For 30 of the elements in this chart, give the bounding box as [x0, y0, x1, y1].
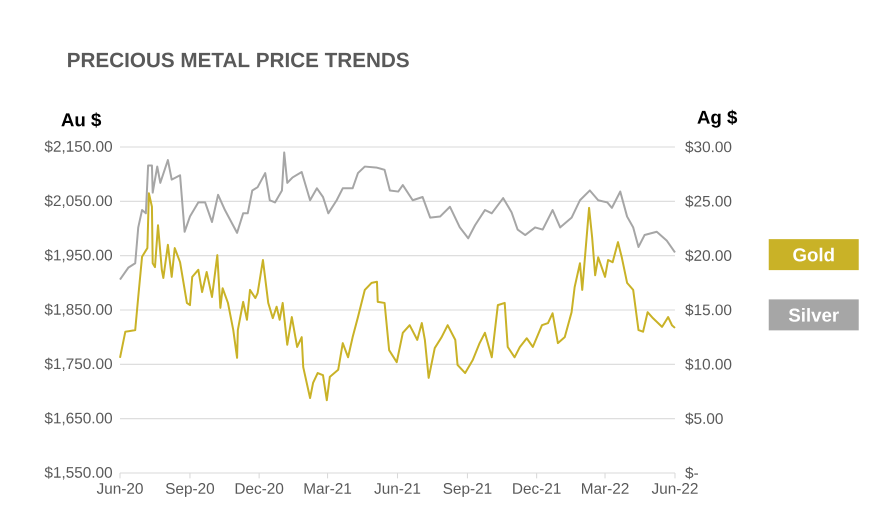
y2-tick-label: $30.00: [685, 140, 732, 154]
y-tick-label: $1,550.00: [44, 466, 112, 480]
chart-title: PRECIOUS METAL PRICE TRENDS: [68, 52, 409, 68]
y2-tick-label: $25.00: [685, 195, 732, 208]
y2-tick-label: $-: [685, 466, 698, 480]
x-tick-label: Jun-22: [652, 483, 698, 494]
y-tick-label: $1,850.00: [44, 303, 112, 317]
x-tick-label: Dec-21: [513, 483, 561, 494]
y2-axis-title: Ag $: [697, 110, 738, 128]
x-tick-label: Mar-21: [304, 483, 352, 494]
x-tick-label: Mar-22: [582, 483, 629, 494]
x-tick-label: Sep-21: [443, 483, 492, 497]
y2-tick-label: $20.00: [685, 249, 732, 262]
y2-tick-label: $10.00: [685, 358, 732, 371]
line-series: [119, 192, 676, 402]
line-series: [119, 151, 676, 281]
y-tick-label: $2,150.00: [44, 140, 112, 154]
y-tick-label: $1,650.00: [44, 412, 112, 426]
x-tick-label: Sep-20: [166, 483, 214, 497]
y-tick-label: $2,050.00: [44, 194, 112, 208]
x-tick-label: Dec-20: [236, 483, 284, 494]
x-tick-label: Jun-21: [374, 483, 420, 494]
text: Silver: [788, 308, 839, 322]
y-axis-title: Au $: [61, 112, 102, 128]
y2-tick-label: $15.00: [685, 304, 732, 316]
y2-tick-label: $5.00: [685, 412, 723, 425]
y-tick-label: $1,950.00: [44, 249, 112, 262]
y-tick-label: $1,750.00: [44, 358, 112, 371]
text: Gold: [793, 248, 834, 262]
x-tick-label: Jun-20: [96, 483, 143, 494]
